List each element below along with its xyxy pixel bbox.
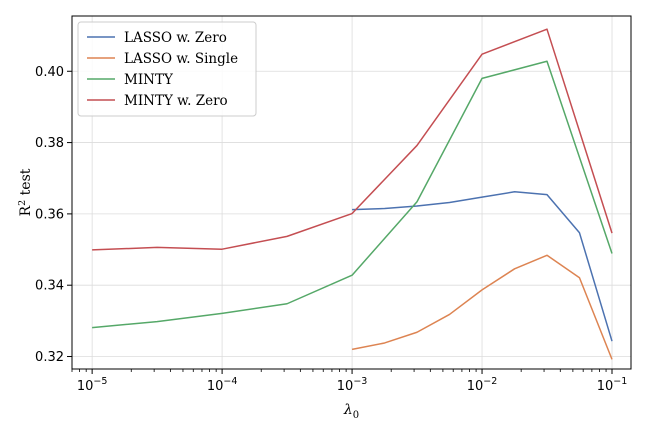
y-axis-label: R2 test [17,168,34,216]
plot-frame [71,15,632,370]
y-tick-label: 0.34 [35,279,64,294]
legend-label-0: LASSO w. Zero [124,30,227,46]
x-tick-label: 10−3 [337,376,368,394]
series-line-0 [352,191,613,342]
y-tick-label: 0.32 [35,350,64,365]
x-tick-label: 10−4 [207,376,238,394]
x-axis-label: λ0 [343,402,359,421]
x-tick-label: 10−2 [467,376,498,394]
series-line-3 [92,28,613,251]
axis-ticks: 0.32 0.34 0.36 0.38 0.40 10−5 10−4 10−3 10−2 10−1 [35,65,627,394]
legend: LASSO w. Zero LASSO w. Single MINTY MINTY w… [77,21,257,117]
x-tick-label: 10−5 [77,376,108,394]
series-lines [92,28,613,360]
legend-label-1: LASSO w. Single [124,51,238,67]
x-tick-label: 10−1 [597,376,628,394]
series-line-1 [351,254,613,360]
legend-label-3: MINTY w. Zero [124,93,228,109]
y-tick-label: 0.36 [35,207,64,222]
y-tick-label: 0.38 [35,136,64,151]
series-line-2 [92,60,613,329]
legend-box [77,21,257,117]
legend-label-2: MINTY [124,72,174,88]
y-tick-label: 0.40 [35,65,64,80]
